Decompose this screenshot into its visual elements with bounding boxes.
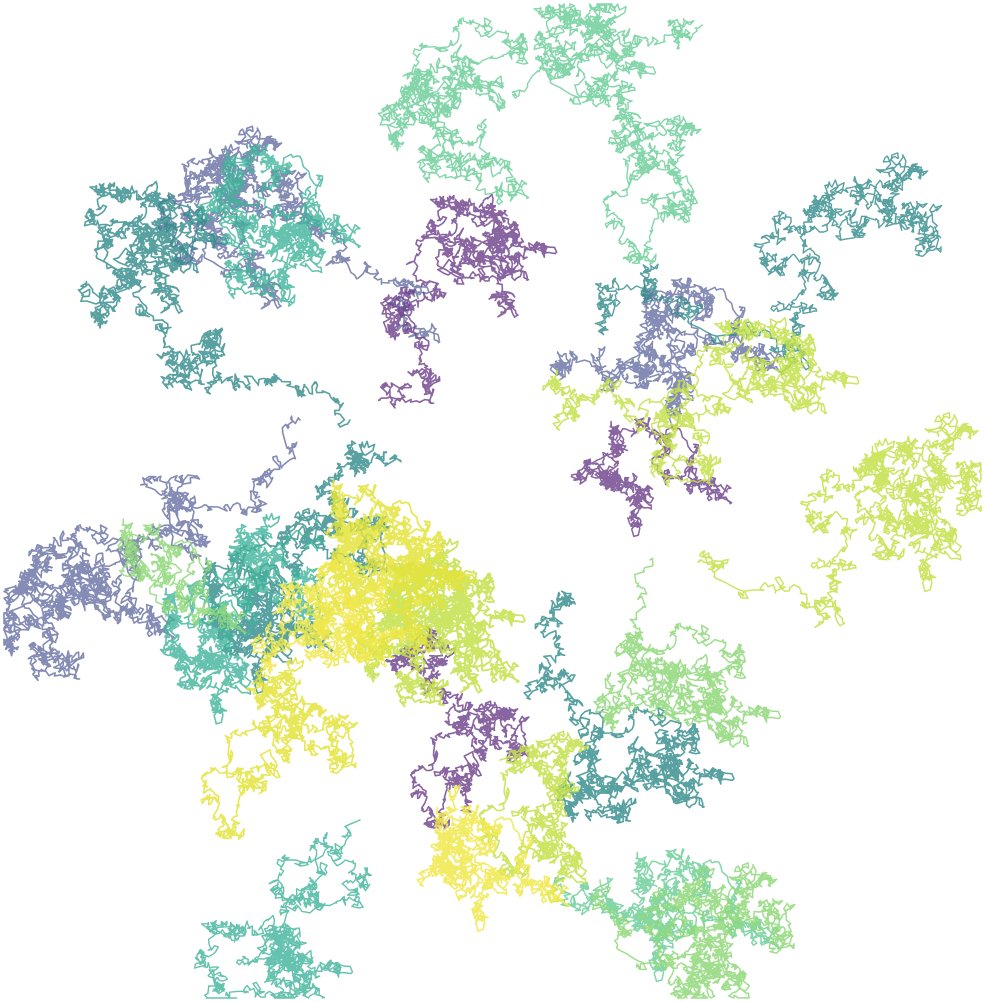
random-walk-trace-4 [377,193,558,409]
random-walk-trace-22 [697,411,982,629]
random-walk-trace-2 [157,125,441,344]
random-walk-trace-15 [511,3,703,142]
random-walk-trace-17 [553,848,781,983]
random-walk-trace-6 [570,417,733,538]
random-walk-trace-10 [594,152,943,373]
random-walk-trace-27 [416,784,570,932]
random-walk-trace-18 [593,557,782,748]
random-walk-trace-9 [523,590,735,824]
random-walk-trace-24 [478,730,590,903]
random-walk-trace-1 [3,415,301,682]
random-walk-trace-13 [159,512,326,725]
random-walk-trace-14 [377,17,530,205]
random-walk-trace-26 [200,657,359,840]
random-walk-trace-12 [194,819,372,999]
random-walk-trace-16 [602,114,702,266]
random-walk-trace-20 [117,518,247,635]
random-walk-trace-28 [250,555,417,675]
random-walk-trace-19 [591,862,796,999]
walk-layer [3,3,982,999]
random-walk-trace-21 [542,316,860,488]
random-walk-trace-11 [194,143,361,307]
random-walk-trace-7 [77,180,351,428]
